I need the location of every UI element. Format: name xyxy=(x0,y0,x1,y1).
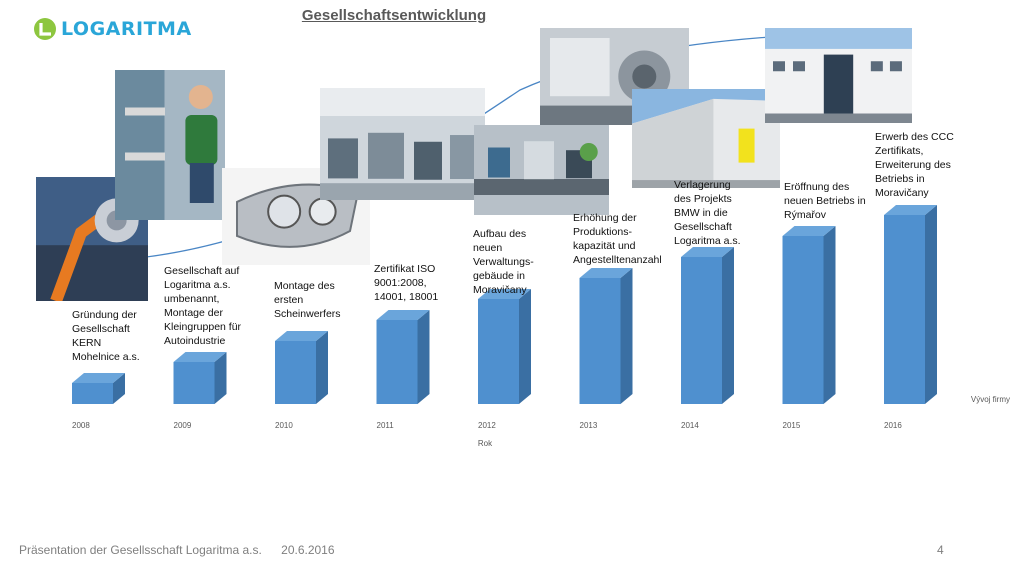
page-number: 4 xyxy=(937,543,944,557)
bar-top xyxy=(72,373,125,383)
bar-2016 xyxy=(884,205,937,404)
bar-2013 xyxy=(579,268,633,404)
bar-side xyxy=(925,205,937,404)
slide-title: Gesellschaftsentwicklung xyxy=(301,7,487,24)
annotation-2015: Eröffnung des neuen Betriebs in Rýmařov xyxy=(784,181,866,221)
x-axis-label: Rok xyxy=(478,439,493,448)
bar-2008 xyxy=(72,373,125,404)
warehouse-building-photo-image xyxy=(632,89,780,188)
x-tick-label: 2012 xyxy=(478,421,496,430)
bar-front xyxy=(72,383,113,404)
bar-front xyxy=(173,362,215,404)
bar-top xyxy=(782,226,836,236)
x-tick-label: 2009 xyxy=(174,421,192,430)
annotation-2012: Aufbau des neuen Verwaltungs- gebäude in… xyxy=(473,228,534,296)
bar-front xyxy=(376,320,418,404)
footer-date: 20.6.2016 xyxy=(281,543,335,557)
bar-2012 xyxy=(478,289,531,404)
bar-front xyxy=(884,215,925,404)
bar-side xyxy=(722,247,734,404)
company-logo: LOGARITMA xyxy=(33,14,192,44)
bar-top xyxy=(681,247,734,257)
robot-arm-photo-image xyxy=(36,177,148,301)
legend-entry: Vývoj firmy xyxy=(971,395,1010,404)
assembly-line-photo-image xyxy=(474,125,609,215)
worker-assembly-photo-image xyxy=(115,70,225,220)
annotation-2008: Gründung der Gesellschaft KERN Mohelnice… xyxy=(72,309,140,363)
bar-top xyxy=(884,205,937,215)
worker-assembly-photo xyxy=(115,70,225,220)
x-tick-label: 2014 xyxy=(681,421,699,430)
annotation-2011: Zertifikat ISO 9001:2008, 14001, 18001 xyxy=(374,263,439,303)
production-hall-photo xyxy=(320,88,485,200)
bar-side xyxy=(519,289,531,404)
bar-front xyxy=(782,236,824,404)
bar-front xyxy=(681,257,722,404)
footer: Präsentation der Gesellsschaft Logaritma… xyxy=(19,543,351,557)
annotation-2016: Erwerb des CCC Zertifikats, Erweiterung … xyxy=(875,131,954,199)
robot-arm-photo xyxy=(36,177,148,301)
footer-presentation-title: Präsentation der Gesellsschaft Logaritma… xyxy=(19,543,262,557)
bar-side xyxy=(417,310,430,404)
x-tick-label: 2015 xyxy=(783,421,801,430)
assembly-line-photo xyxy=(474,125,609,215)
bar-2015 xyxy=(782,226,836,404)
bar-front xyxy=(275,341,316,404)
x-tick-label: 2008 xyxy=(72,421,90,430)
bar-side xyxy=(620,268,633,404)
development-chart: 2008 2009 2010 2011 2012 2013 2014 2015 2016 Rok… xyxy=(72,27,1010,448)
production-hall-photo-image xyxy=(320,88,485,200)
warehouse-building-photo xyxy=(632,89,780,188)
bar-2009 xyxy=(173,352,227,404)
headquarters-building-photo-image xyxy=(765,28,912,123)
annotation-2013: Erhöhung der Produktions- kapazität und … xyxy=(573,212,662,266)
bar-side xyxy=(823,226,836,404)
bar-side xyxy=(113,373,125,404)
x-tick-label: 2010 xyxy=(275,421,293,430)
bar-top xyxy=(579,268,633,278)
annotation-2010: Montage des ersten Scheinwerfers xyxy=(274,280,341,320)
bar-2010 xyxy=(275,331,328,404)
x-tick-label: 2016 xyxy=(884,421,902,430)
bar-top xyxy=(376,310,430,320)
x-tick-label: 2013 xyxy=(580,421,598,430)
bar-top xyxy=(478,289,531,299)
bar-2014 xyxy=(681,247,734,404)
bar-side xyxy=(316,331,328,404)
bar-side xyxy=(214,352,227,404)
headquarters-building-photo xyxy=(765,28,912,123)
x-tick-label: 2011 xyxy=(377,421,395,430)
annotation-2009: Gesellschaft auf Logaritma a.s. umbenann… xyxy=(164,265,242,347)
logo-mark-icon xyxy=(34,18,56,40)
bar-front xyxy=(478,299,519,404)
bar-front xyxy=(579,278,621,404)
bar-2011 xyxy=(376,310,430,404)
bar-top xyxy=(173,352,227,362)
bar-top xyxy=(275,331,328,341)
logo-text: LOGARITMA xyxy=(61,18,192,40)
annotation-2014: Verlagerung des Projekts BMW in die Gese… xyxy=(674,179,741,247)
